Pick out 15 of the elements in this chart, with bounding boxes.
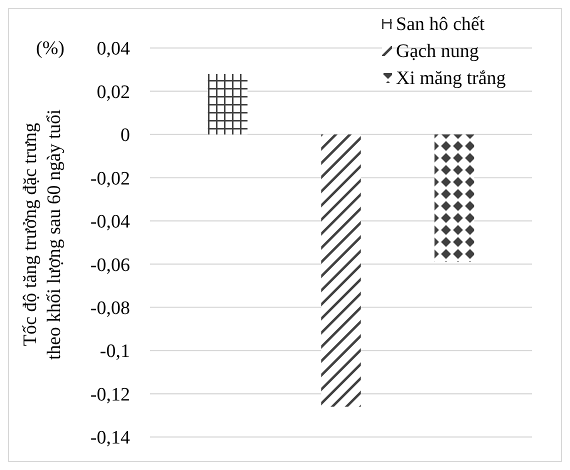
legend-label: San hô chết — [396, 14, 486, 35]
legend-label: Gạch nung — [396, 41, 480, 62]
y-tick-label: 0 — [120, 125, 130, 146]
y-tick-label: -0,02 — [90, 168, 130, 190]
legend-label: Xi măng trắng — [396, 68, 506, 89]
y-tick-label: 0,02 — [96, 82, 130, 103]
y-tick-label: -0,04 — [90, 212, 130, 233]
y-tick-label: -0,06 — [90, 254, 130, 276]
text: (%) — [36, 38, 64, 59]
y-tick-label: -0,08 — [90, 298, 130, 319]
y-tick-label: -0,1 — [100, 341, 130, 362]
y-tick-label: -0,14 — [90, 428, 130, 449]
y-tick-label: -0,12 — [90, 384, 130, 406]
y-tick-label: 0,04 — [96, 38, 130, 60]
y-axis-title: Tốc độ tăng trưởng đặc trưng theo khối lượng sau 60 ngày tuổi — [20, 109, 65, 360]
